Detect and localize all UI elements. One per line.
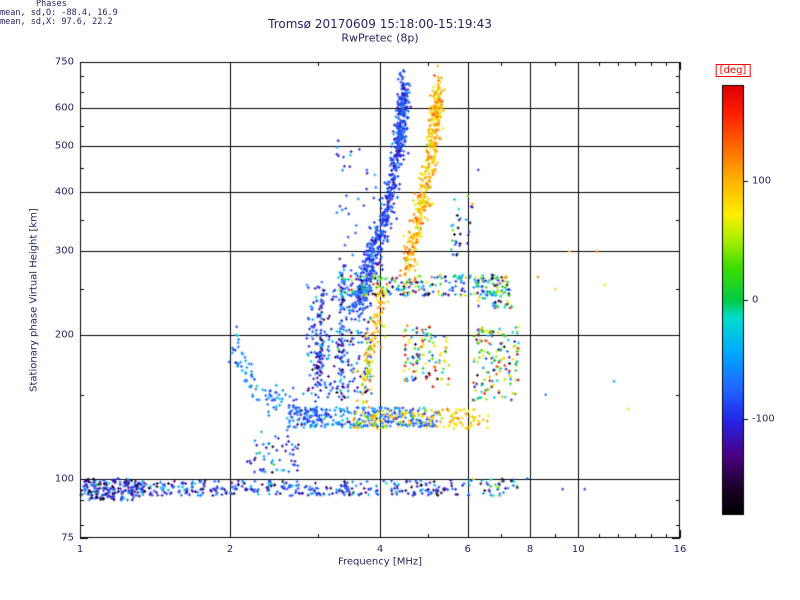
y-axis-label: Stationary phase Virtual Height [km] — [28, 208, 40, 392]
x-axis-label: Frequency [MHz] — [337, 556, 423, 568]
y-tick-label: 300 — [54, 245, 74, 257]
x-tick-label: 8 — [526, 544, 534, 555]
y-tick-label: 100 — [54, 473, 74, 485]
y-tick-label: 200 — [54, 329, 74, 341]
y-tick-label: 400 — [54, 186, 74, 198]
colorbar-tick-label: 100 — [752, 175, 772, 187]
colorbar-tick-label: 0 — [752, 294, 759, 306]
x-tick-label: 16 — [673, 544, 687, 555]
y-tick-label: 500 — [54, 140, 74, 152]
y-tick-label: 750 — [54, 56, 74, 68]
colorbar-tick-label: -100 — [752, 413, 775, 425]
x-tick-label: 2 — [226, 544, 234, 555]
chart-subtitle: RwPretec (8p) — [341, 31, 419, 45]
x-tick-label: 10 — [571, 544, 585, 555]
chart-title: Tromsø 20170609 15:18:00-15:19:43 — [268, 17, 492, 31]
y-tick-label: 75 — [61, 532, 74, 544]
x-tick-label: 6 — [464, 544, 471, 555]
y-tick-label: 600 — [54, 102, 74, 114]
colorbar-unit-label: [deg] — [715, 64, 751, 77]
x-tick-label: 4 — [376, 544, 384, 555]
x-tick-label: 1 — [76, 544, 84, 555]
